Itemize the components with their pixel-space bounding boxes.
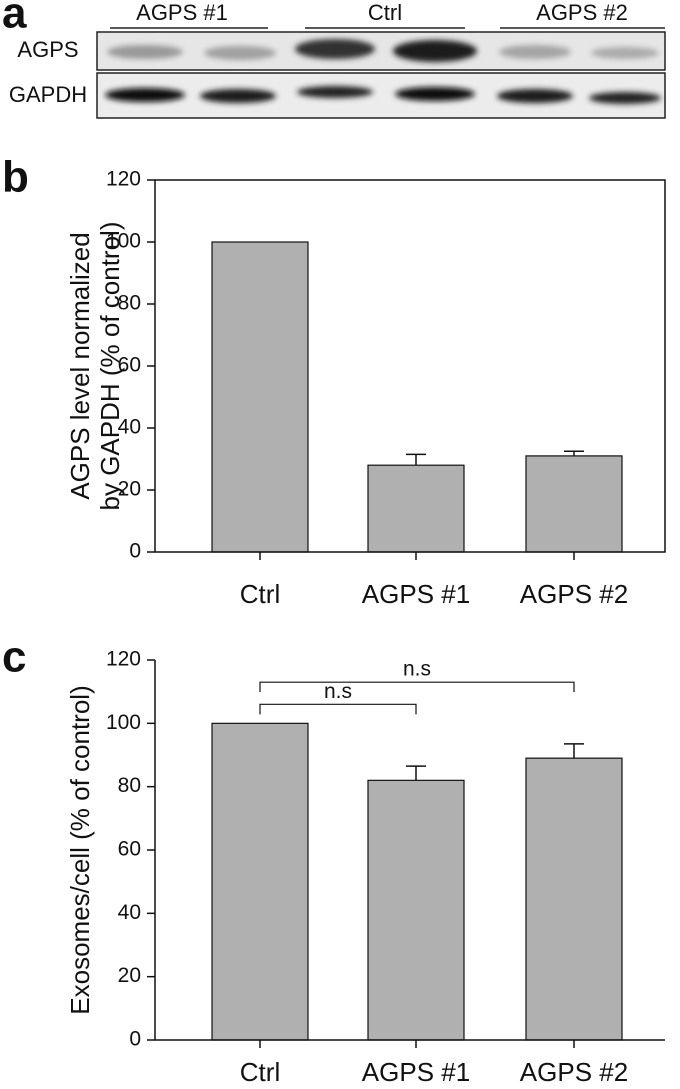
y-axis-label: Exosomes/cell (% of control) (65, 685, 95, 1014)
blot (96, 31, 666, 119)
bar (367, 779, 465, 1041)
bar (525, 757, 623, 1041)
group-label: Ctrl (368, 0, 402, 25)
error-bar (406, 765, 426, 781)
y-axis-label: by GAPDH (% of control) (95, 222, 125, 511)
y-tick-label: 40 (118, 416, 141, 439)
significance-label: n.s (403, 658, 431, 681)
bar (211, 241, 309, 553)
row-label: AGPS (17, 37, 78, 62)
error-bar (564, 743, 584, 759)
plot-frame (154, 179, 666, 553)
bar (211, 722, 309, 1041)
x-tick-label: AGPS #2 (520, 1057, 628, 1087)
y-tick-label: 100 (106, 711, 141, 734)
y-tick-label: 0 (129, 540, 141, 563)
bar (367, 464, 465, 553)
x-tick-label: AGPS #1 (362, 579, 470, 609)
error-bar (406, 453, 426, 466)
y-tick-label: 40 (118, 901, 141, 924)
significance-label: n.s (324, 680, 352, 703)
y-tick-label: 0 (129, 1028, 141, 1051)
axes (154, 660, 665, 1041)
x-tick-label: AGPS #2 (520, 579, 628, 609)
y-tick-label: 60 (118, 354, 141, 377)
x-tick-label: AGPS #1 (362, 1057, 470, 1087)
y-tick-label: 60 (118, 838, 141, 861)
y-tick-label: 20 (118, 964, 141, 987)
x-tick-label: Ctrl (240, 1057, 280, 1087)
group-label: AGPS #1 (136, 0, 228, 25)
significance-bracket (259, 703, 417, 715)
y-tick-label: 80 (118, 774, 141, 797)
y-tick-label: 100 (106, 230, 141, 253)
y-tick-label: 20 (118, 478, 141, 501)
bar (525, 455, 623, 553)
x-tick-label: Ctrl (240, 579, 280, 609)
group-label: AGPS #2 (536, 0, 628, 25)
panel-label: a (2, 0, 27, 38)
significance-bracket (259, 681, 575, 693)
error-bar (564, 450, 584, 456)
panel-label: b (2, 153, 29, 202)
y-axis-label: AGPS level normalized (65, 232, 95, 499)
y-tick-label: 80 (118, 292, 141, 315)
y-tick-label: 120 (106, 168, 141, 191)
row-label: GAPDH (9, 82, 87, 107)
panel-label: c (2, 633, 26, 682)
y-tick-label: 120 (106, 648, 141, 671)
